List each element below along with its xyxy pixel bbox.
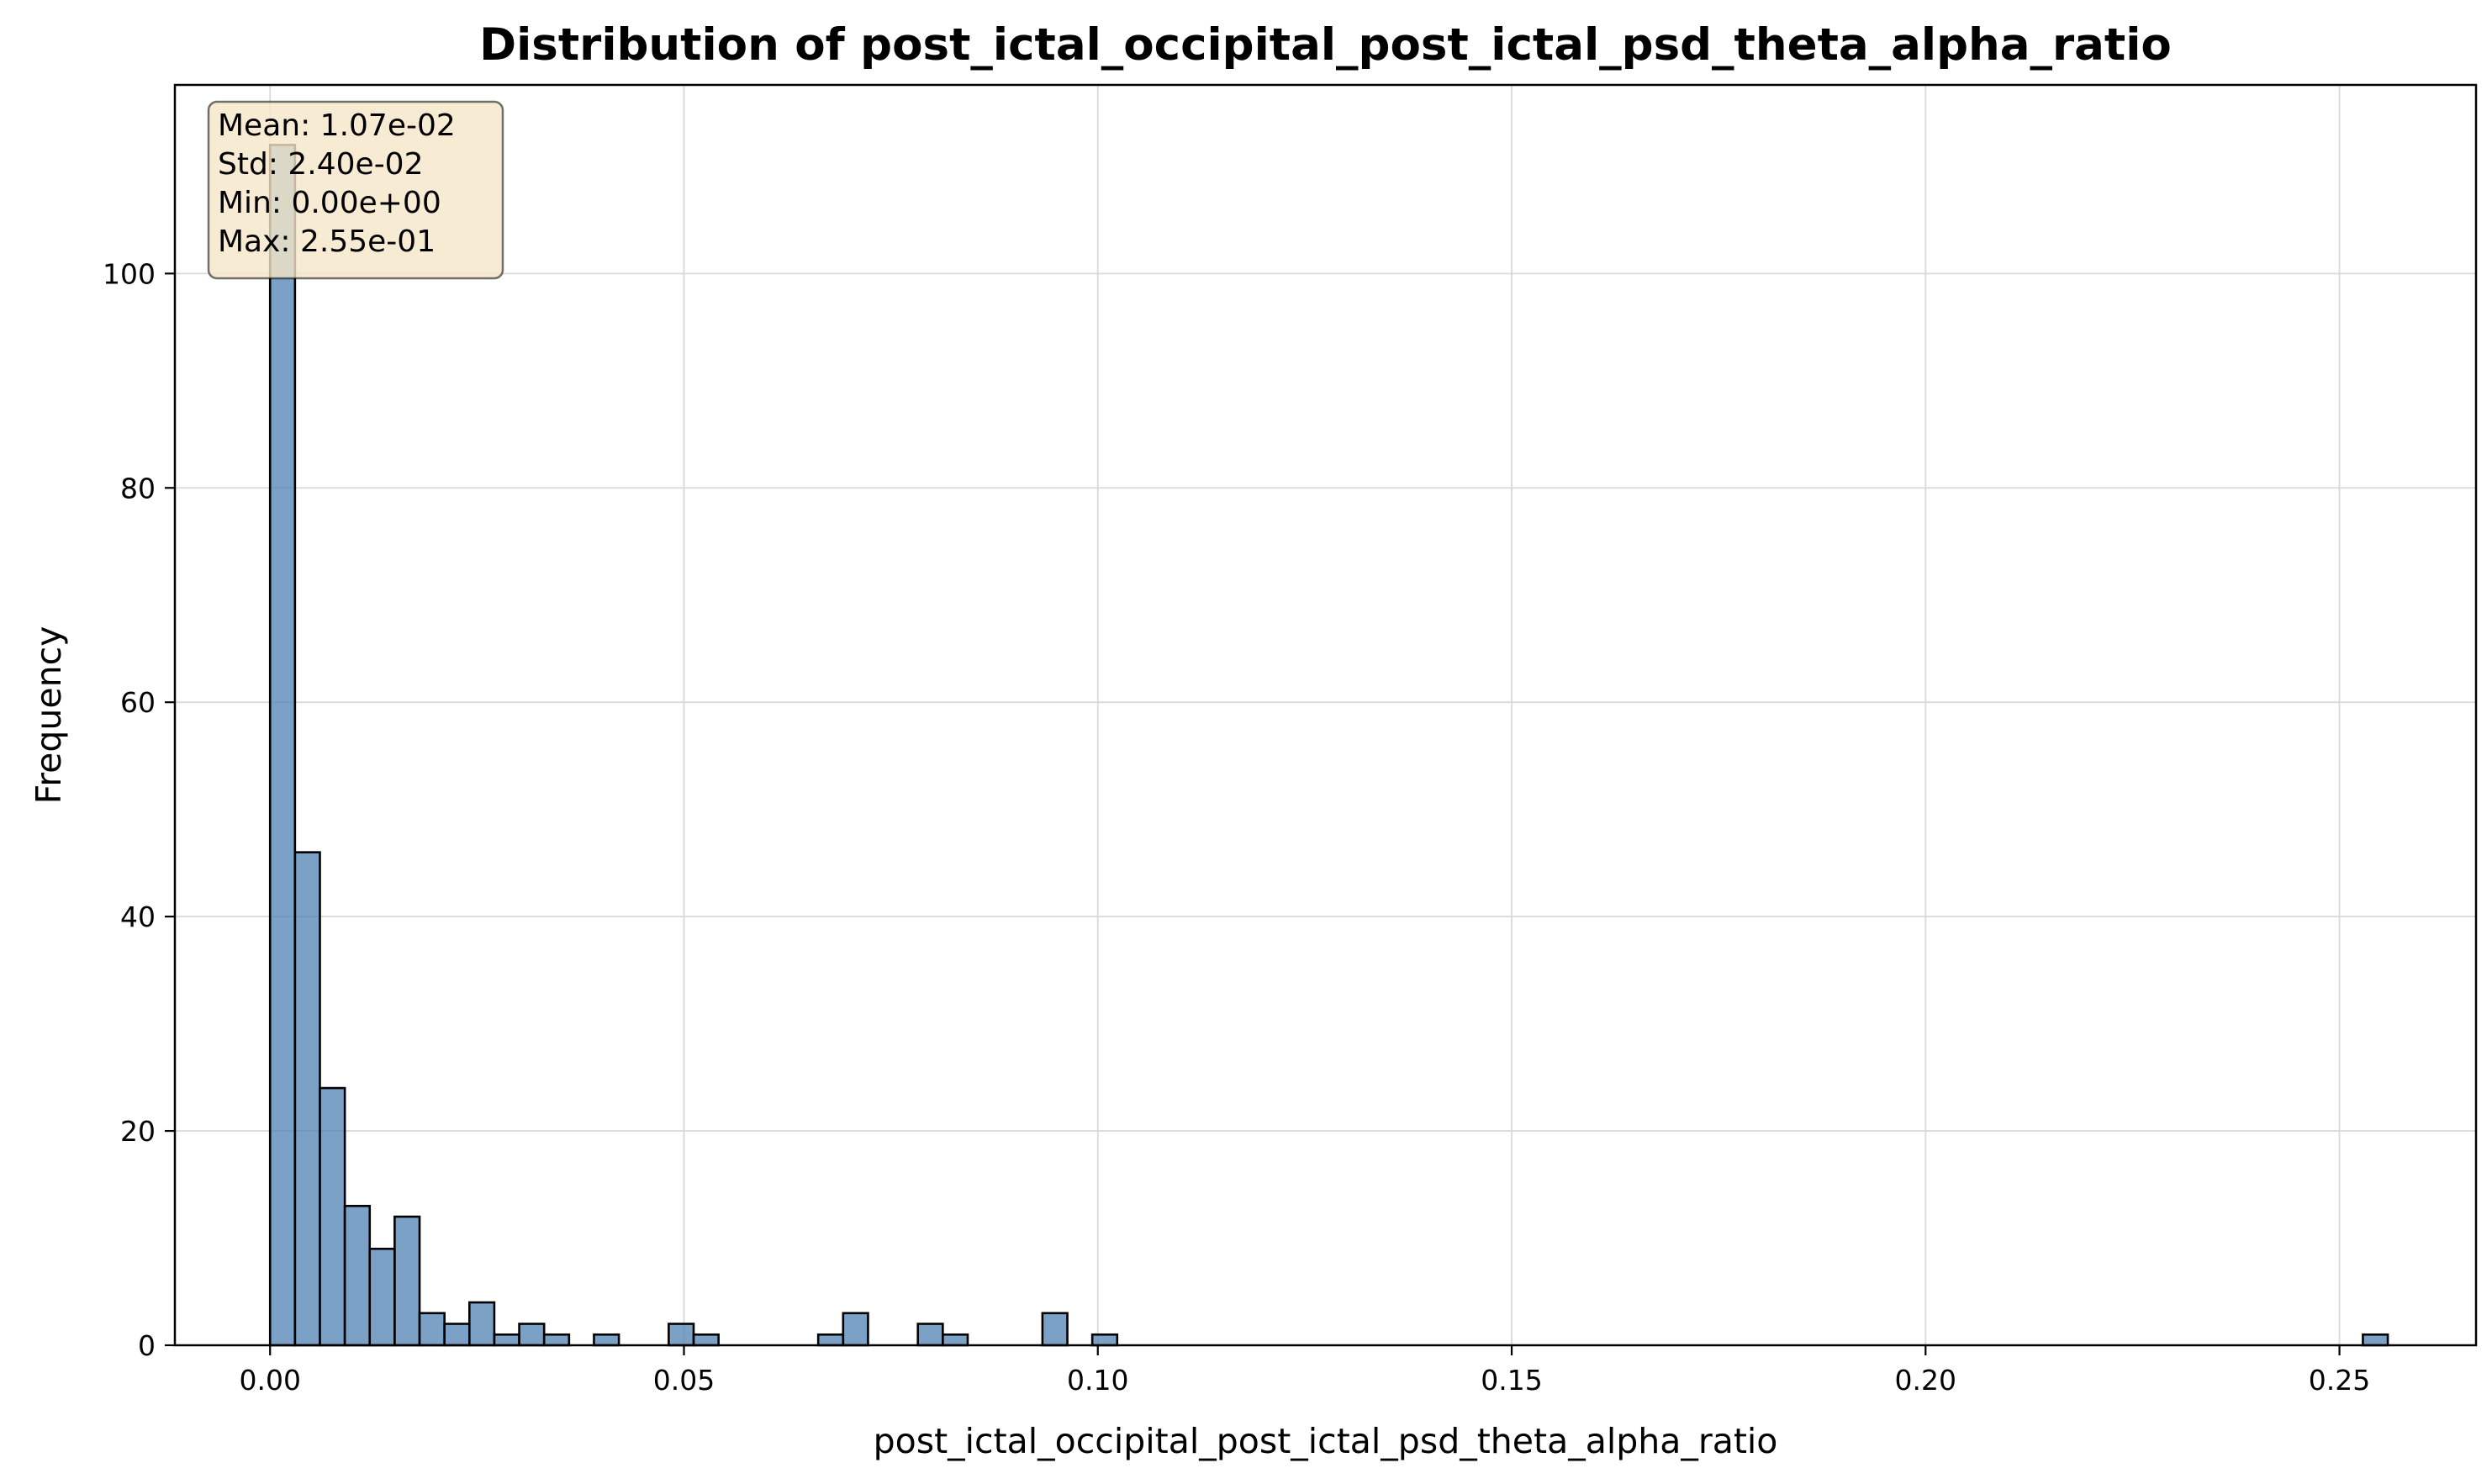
histogram-bar: [343, 1204, 372, 1347]
x-tick-label: 0.25: [2309, 1364, 2370, 1397]
x-tick-label: 0.00: [239, 1364, 300, 1397]
x-tick-label: 0.05: [653, 1364, 715, 1397]
stats-mean: Mean: 1.07e-02: [218, 108, 456, 143]
histogram-bar: [916, 1323, 944, 1347]
y-tick-label: 20: [120, 1115, 156, 1148]
histogram-bar: [668, 1323, 695, 1347]
x-tick-label: 0.20: [1895, 1364, 1956, 1397]
y-tick-label: 100: [103, 257, 156, 290]
x-tick-label: 0.15: [1481, 1364, 1542, 1397]
stats-max: Max: 2.55e-01: [218, 224, 436, 259]
histogram-bar: [942, 1333, 969, 1347]
stats-box: Mean: 1.07e-02 Std: 2.40e-02 Min: 0.00e+…: [207, 100, 504, 280]
histogram-bar: [493, 1333, 520, 1347]
histogram-bar: [842, 1312, 869, 1347]
x-axis-label: post_ictal_occipital_post_ictal_psd_thet…: [874, 1421, 1778, 1461]
histogram-bar: [293, 851, 321, 1347]
histogram-bar: [1090, 1333, 1119, 1347]
histogram-bar: [593, 1333, 620, 1347]
histogram-bar: [518, 1323, 546, 1347]
histogram-bar: [268, 144, 297, 1347]
histogram-bar: [692, 1333, 720, 1347]
chart-title: Distribution of post_ictal_occipital_pos…: [479, 19, 2172, 71]
histogram-bar: [2362, 1333, 2389, 1347]
plot-frame: [173, 83, 2478, 1347]
histogram-bar: [393, 1215, 421, 1347]
histogram-bar: [542, 1333, 571, 1347]
x-tick-label: 0.10: [1067, 1364, 1128, 1397]
histogram-bar: [467, 1301, 496, 1347]
histogram-bar: [816, 1333, 845, 1347]
y-tick-label: 40: [120, 900, 156, 933]
y-axis-label: Frequency: [29, 626, 69, 805]
histogram-bar: [368, 1247, 396, 1347]
histogram-bar: [418, 1312, 446, 1347]
y-tick-label: 0: [138, 1329, 156, 1362]
axis-ticks: 0.00 0.05 0.10 0.15 0.20 0.25 0 20 40 60 80 100: [103, 257, 2370, 1397]
histogram-bar: [443, 1323, 471, 1347]
y-tick-label: 60: [120, 686, 156, 719]
histogram-bar: [1041, 1312, 1069, 1347]
stats-std: Std: 2.40e-02: [218, 147, 424, 182]
stats-box-background: [207, 100, 504, 280]
stats-min: Min: 0.00e+00: [218, 186, 441, 220]
histogram-bars: [268, 144, 2389, 1347]
y-tick-label: 80: [120, 472, 156, 504]
histogram-bar: [319, 1086, 346, 1347]
